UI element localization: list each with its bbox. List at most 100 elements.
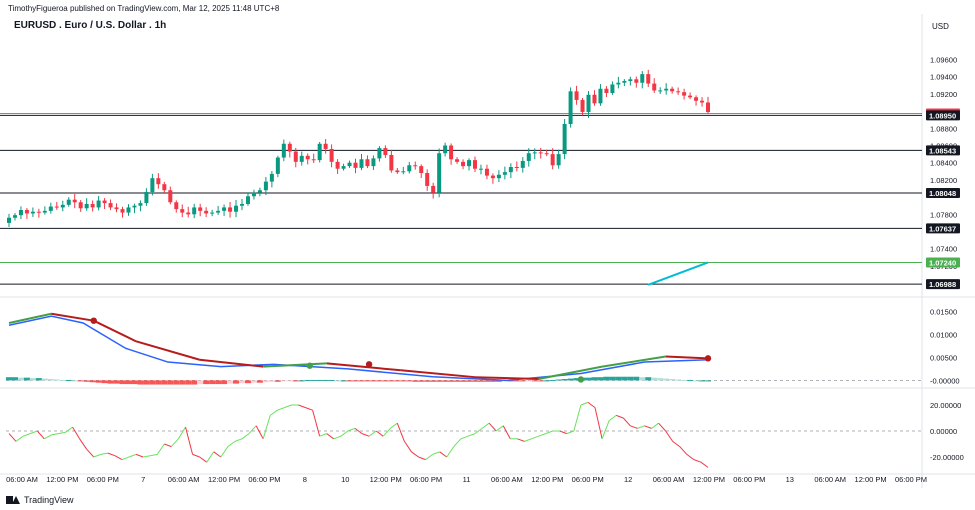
macd-histogram-bar	[424, 380, 431, 382]
oscillator-segment	[312, 410, 321, 437]
price-tick-label: 1.09200	[930, 90, 957, 99]
tradingview-logo[interactable]: TradingView	[6, 495, 74, 505]
macd-histogram-bar	[155, 380, 162, 385]
signal-line-segment	[199, 358, 264, 368]
macd-histogram-bar	[209, 380, 216, 385]
oscillator-segment	[396, 423, 405, 442]
oscillator-segment	[432, 451, 440, 455]
candle-body	[287, 143, 292, 152]
oscillator-segment	[594, 407, 603, 439]
macd-histogram-bar	[382, 380, 389, 382]
macd-histogram-bar	[95, 380, 102, 383]
macd-histogram-bar	[609, 376, 616, 381]
oscillator-segment	[517, 438, 525, 442]
candle-body	[431, 185, 436, 193]
level-badge-label: 1.08950	[929, 111, 956, 120]
candle-body	[490, 175, 495, 179]
macd-histogram-bar	[137, 380, 144, 385]
oscillator-segment	[150, 453, 158, 457]
signal-line-segment	[538, 365, 603, 381]
macd-histogram-bar	[525, 380, 532, 382]
candle-body	[84, 203, 89, 209]
macd-histogram-bar	[567, 378, 574, 381]
candle-body	[652, 83, 657, 91]
candle-body	[120, 209, 125, 213]
candle-body	[616, 82, 621, 85]
oscillator-segment	[545, 430, 553, 435]
candle-body	[574, 91, 579, 100]
price-tick-label: 1.08200	[930, 176, 957, 185]
macd-tick-label: -0.00000	[930, 376, 960, 385]
oscillator-segment	[284, 404, 292, 409]
candle-body	[389, 154, 394, 171]
candle-body	[449, 145, 454, 160]
time-tick-label: 12:00 PM	[370, 475, 402, 484]
oscillator-panel	[6, 401, 922, 468]
candle-body	[305, 155, 310, 160]
candle-body	[311, 159, 316, 161]
candle-body	[538, 152, 543, 154]
candle-body	[365, 159, 370, 167]
candle-body	[162, 184, 167, 191]
macd-histogram-bar	[591, 377, 598, 381]
currency-label[interactable]: USD	[932, 22, 949, 31]
oscillator-segment	[389, 422, 398, 429]
candle-body	[24, 210, 29, 214]
oscillator-segment	[135, 453, 144, 458]
candle-body	[604, 88, 609, 94]
oscillator-segment	[15, 435, 24, 442]
cross-marker	[90, 317, 97, 324]
oscillator-segment	[93, 453, 101, 458]
macd-histogram-bar	[370, 380, 377, 382]
macd-histogram-bar	[495, 380, 502, 382]
oscillator-segment	[658, 422, 667, 432]
macd-histogram-bar	[561, 379, 568, 381]
oscillator-segment	[192, 453, 200, 458]
oscillator-segment	[425, 453, 433, 461]
macd-histogram-bar	[346, 380, 353, 382]
candle-body	[550, 154, 555, 166]
candle-body	[42, 210, 47, 213]
macd-histogram-bar	[507, 380, 514, 382]
time-tick-label: 06:00 PM	[248, 475, 280, 484]
candle-body	[586, 94, 591, 112]
candle-body	[401, 171, 406, 173]
cross-marker	[704, 355, 712, 362]
oscillator-segment	[234, 438, 243, 442]
candle-body	[168, 190, 173, 203]
price-tick-label: 1.08800	[930, 124, 957, 133]
macd-histogram-bar	[179, 380, 186, 385]
oscillator-segment	[608, 414, 617, 422]
macd-histogram-bar	[687, 379, 694, 381]
oscillator-segment	[178, 426, 186, 440]
oscillator-segment	[58, 431, 66, 435]
macd-histogram-bar	[340, 380, 347, 382]
candle-body	[78, 202, 83, 209]
candle-body	[706, 102, 710, 112]
candle-body	[108, 203, 113, 208]
candle-body	[30, 211, 35, 214]
oscillator-segment	[524, 438, 532, 442]
candle-body	[198, 207, 203, 211]
candle-body	[150, 178, 155, 192]
signal-line-segment	[93, 319, 137, 343]
macd-histogram-bar	[334, 380, 341, 382]
macd-histogram-bar	[519, 380, 526, 382]
candle-body	[36, 211, 41, 213]
level-badge	[926, 279, 960, 290]
chart-title: EURUSD . Euro / U.S. Dollar . 1h	[14, 20, 167, 31]
candle-body	[700, 100, 705, 103]
candles	[7, 69, 710, 228]
candle-body	[461, 161, 466, 167]
publish-banner: TimothyFigueroa published on TradingView…	[8, 4, 280, 13]
macd-histogram-bar	[699, 380, 706, 382]
candle-body	[598, 88, 603, 104]
signal-line-segment	[601, 355, 666, 368]
macd-histogram-bar	[549, 379, 556, 381]
candle-body	[622, 81, 627, 83]
candle-body	[443, 145, 448, 154]
macd-histogram-bar	[11, 377, 18, 381]
oscillator-segment	[361, 433, 370, 437]
time-tick-label: 06:00 PM	[410, 475, 442, 484]
